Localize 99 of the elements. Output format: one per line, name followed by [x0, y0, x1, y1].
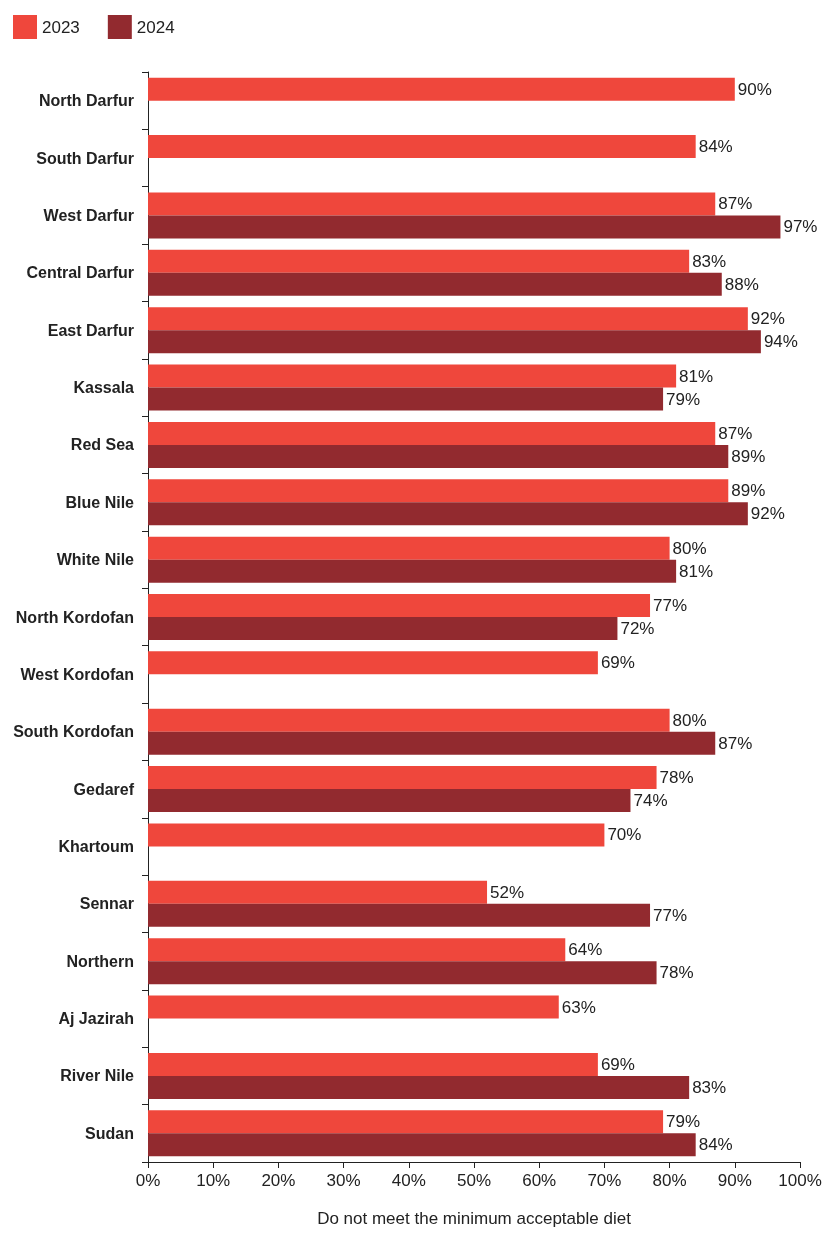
- data-label: 77%: [653, 596, 688, 615]
- y-tick-label: East Darfur: [47, 321, 134, 339]
- bar: [148, 192, 716, 216]
- y-tick-label: South Kordofan: [13, 723, 134, 741]
- x-tick-label: 20%: [261, 1171, 296, 1190]
- y-tick-label: South Darfur: [36, 149, 134, 167]
- data-label: 78%: [659, 963, 694, 983]
- bar: [148, 594, 651, 617]
- bar: [148, 1052, 598, 1076]
- y-tick-label: North Darfur: [38, 92, 134, 110]
- data-label: 81%: [679, 366, 714, 386]
- bar: [148, 995, 559, 1019]
- data-label: 69%: [600, 653, 635, 673]
- y-tick-label: Red Sea: [70, 436, 135, 454]
- bar: [148, 1075, 690, 1099]
- y-tick-label: Blue Nile: [65, 493, 135, 511]
- bar: [148, 1110, 664, 1134]
- data-label: 97%: [783, 217, 818, 237]
- y-tick-label: Kassala: [73, 379, 135, 397]
- data-label: 92%: [750, 504, 785, 524]
- bar: [148, 903, 651, 927]
- bar: [148, 731, 716, 755]
- bar: [148, 77, 735, 101]
- bar: [148, 249, 690, 273]
- bar: [148, 1133, 696, 1157]
- data-label: 89%: [731, 446, 766, 466]
- data-label: 78%: [659, 768, 694, 788]
- bar: [148, 364, 677, 388]
- data-label: 80%: [672, 710, 707, 730]
- bar: [148, 307, 748, 331]
- x-tick-label: 0%: [135, 1171, 161, 1190]
- x-axis-title: Do not meet the minimum acceptable diet: [317, 1209, 632, 1228]
- data-label: 83%: [692, 251, 727, 271]
- bar: [148, 215, 781, 239]
- data-label: 84%: [698, 1135, 733, 1155]
- y-tick-label: White Nile: [56, 551, 135, 569]
- data-label: 88%: [724, 274, 759, 294]
- data-label: 72%: [620, 619, 655, 638]
- bar: [148, 880, 488, 904]
- x-tick-label: 70%: [587, 1171, 622, 1190]
- data-label: 87%: [718, 423, 753, 443]
- data-label: 87%: [718, 733, 753, 753]
- x-tick-label: 10%: [196, 1171, 231, 1190]
- bar: [148, 766, 657, 790]
- bar: [148, 387, 664, 411]
- data-label: 94%: [763, 332, 798, 352]
- data-label: 52%: [490, 882, 525, 902]
- bar: [148, 536, 670, 560]
- data-label: 81%: [679, 561, 714, 581]
- y-tick-label: West Darfur: [43, 206, 134, 224]
- data-label: 80%: [672, 538, 707, 558]
- y-tick-label: Aj Jazirah: [58, 1010, 134, 1028]
- legend-label: 2023: [42, 17, 80, 37]
- data-label: 79%: [666, 389, 701, 409]
- legend-label: 2024: [136, 17, 175, 37]
- data-label: 77%: [653, 905, 688, 925]
- x-tick-label: 60%: [522, 1171, 557, 1190]
- data-label: 92%: [750, 309, 785, 329]
- y-tick-label: Sennar: [79, 895, 134, 913]
- y-tick-label: Northern: [66, 952, 134, 970]
- data-label: 74%: [633, 791, 668, 811]
- data-label: 90%: [737, 79, 772, 99]
- x-tick-label: 100%: [778, 1171, 822, 1190]
- bar: [148, 421, 716, 445]
- bar: [148, 479, 729, 503]
- bar: [148, 708, 670, 732]
- y-tick-label: Sudan: [85, 1124, 134, 1142]
- bar: [148, 559, 677, 583]
- bar: [148, 272, 722, 296]
- data-label: 83%: [692, 1077, 727, 1097]
- data-label: 87%: [718, 194, 753, 214]
- data-label: 79%: [666, 1112, 701, 1132]
- data-label: 84%: [698, 137, 733, 157]
- x-tick-label: 40%: [391, 1171, 426, 1190]
- bar: [148, 938, 566, 962]
- x-tick-label: 90%: [717, 1171, 752, 1190]
- data-label: 70%: [607, 825, 642, 845]
- bar: [148, 444, 729, 468]
- bar: [148, 961, 657, 985]
- y-tick-label: Khartoum: [58, 837, 134, 855]
- x-tick-label: 50%: [456, 1171, 492, 1190]
- x-tick-label: 30%: [326, 1171, 361, 1190]
- data-label: 63%: [561, 997, 596, 1017]
- y-tick-label: River Nile: [60, 1067, 135, 1085]
- y-tick-label: Gedaref: [73, 780, 135, 798]
- bar: [148, 789, 631, 813]
- bar: [148, 651, 598, 675]
- bar: [148, 617, 618, 640]
- y-tick-label: West Kordofan: [20, 665, 134, 683]
- y-tick-label: North Kordofan: [15, 608, 134, 626]
- data-label: 89%: [731, 481, 766, 501]
- bar: [148, 330, 761, 354]
- bar: [148, 135, 696, 159]
- x-tick-label: 80%: [652, 1171, 687, 1190]
- y-tick-label: Central Darfur: [26, 264, 134, 282]
- bar: [148, 823, 605, 847]
- data-label: 64%: [568, 940, 603, 960]
- data-label: 69%: [600, 1054, 635, 1074]
- bar: [148, 502, 748, 526]
